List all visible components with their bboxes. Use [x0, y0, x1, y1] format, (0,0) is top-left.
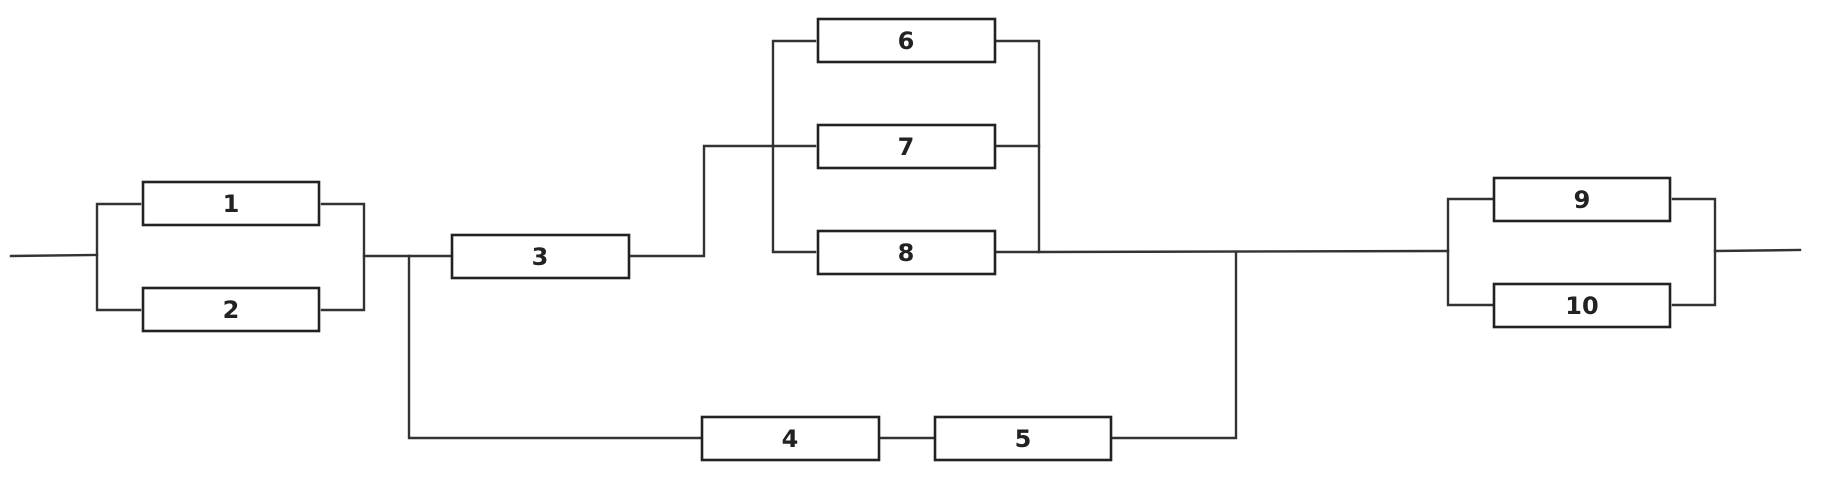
output-line: [1713, 248, 1802, 253]
input-line: [9, 253, 99, 258]
block-8[interactable]: 8: [816, 229, 997, 276]
block-7[interactable]: 7: [816, 123, 997, 170]
block-10[interactable]: 10: [1492, 282, 1672, 329]
block-7-label: 7: [898, 133, 915, 161]
connection-lines: [9, 39, 1802, 440]
block-2-label: 2: [223, 296, 240, 324]
block-1[interactable]: 1: [141, 180, 321, 227]
block-9[interactable]: 9: [1492, 176, 1672, 223]
block-1-label: 1: [223, 190, 240, 218]
block-5-label: 5: [1015, 425, 1032, 453]
join-9-10: [1671, 197, 1717, 307]
block-5[interactable]: 5: [933, 415, 1113, 462]
branch-5-up: [1111, 250, 1238, 440]
block-3[interactable]: 3: [450, 233, 631, 280]
main-bus: [1037, 249, 1450, 254]
block-4[interactable]: 4: [700, 415, 881, 462]
block-2[interactable]: 2: [141, 286, 321, 333]
block-8-label: 8: [898, 239, 915, 267]
block-9-label: 9: [1574, 186, 1591, 214]
line-3-to-group: [628, 144, 775, 258]
block-6-label: 6: [898, 27, 915, 55]
split-1-2: [95, 202, 142, 312]
block-10-label: 10: [1565, 292, 1598, 320]
split-9-10: [1446, 197, 1494, 307]
branch-down-to-4: [407, 254, 702, 440]
block-6[interactable]: 6: [816, 17, 997, 64]
block-3-label: 3: [532, 243, 549, 271]
join-1-2: [320, 202, 366, 312]
block-4-label: 4: [782, 425, 799, 453]
